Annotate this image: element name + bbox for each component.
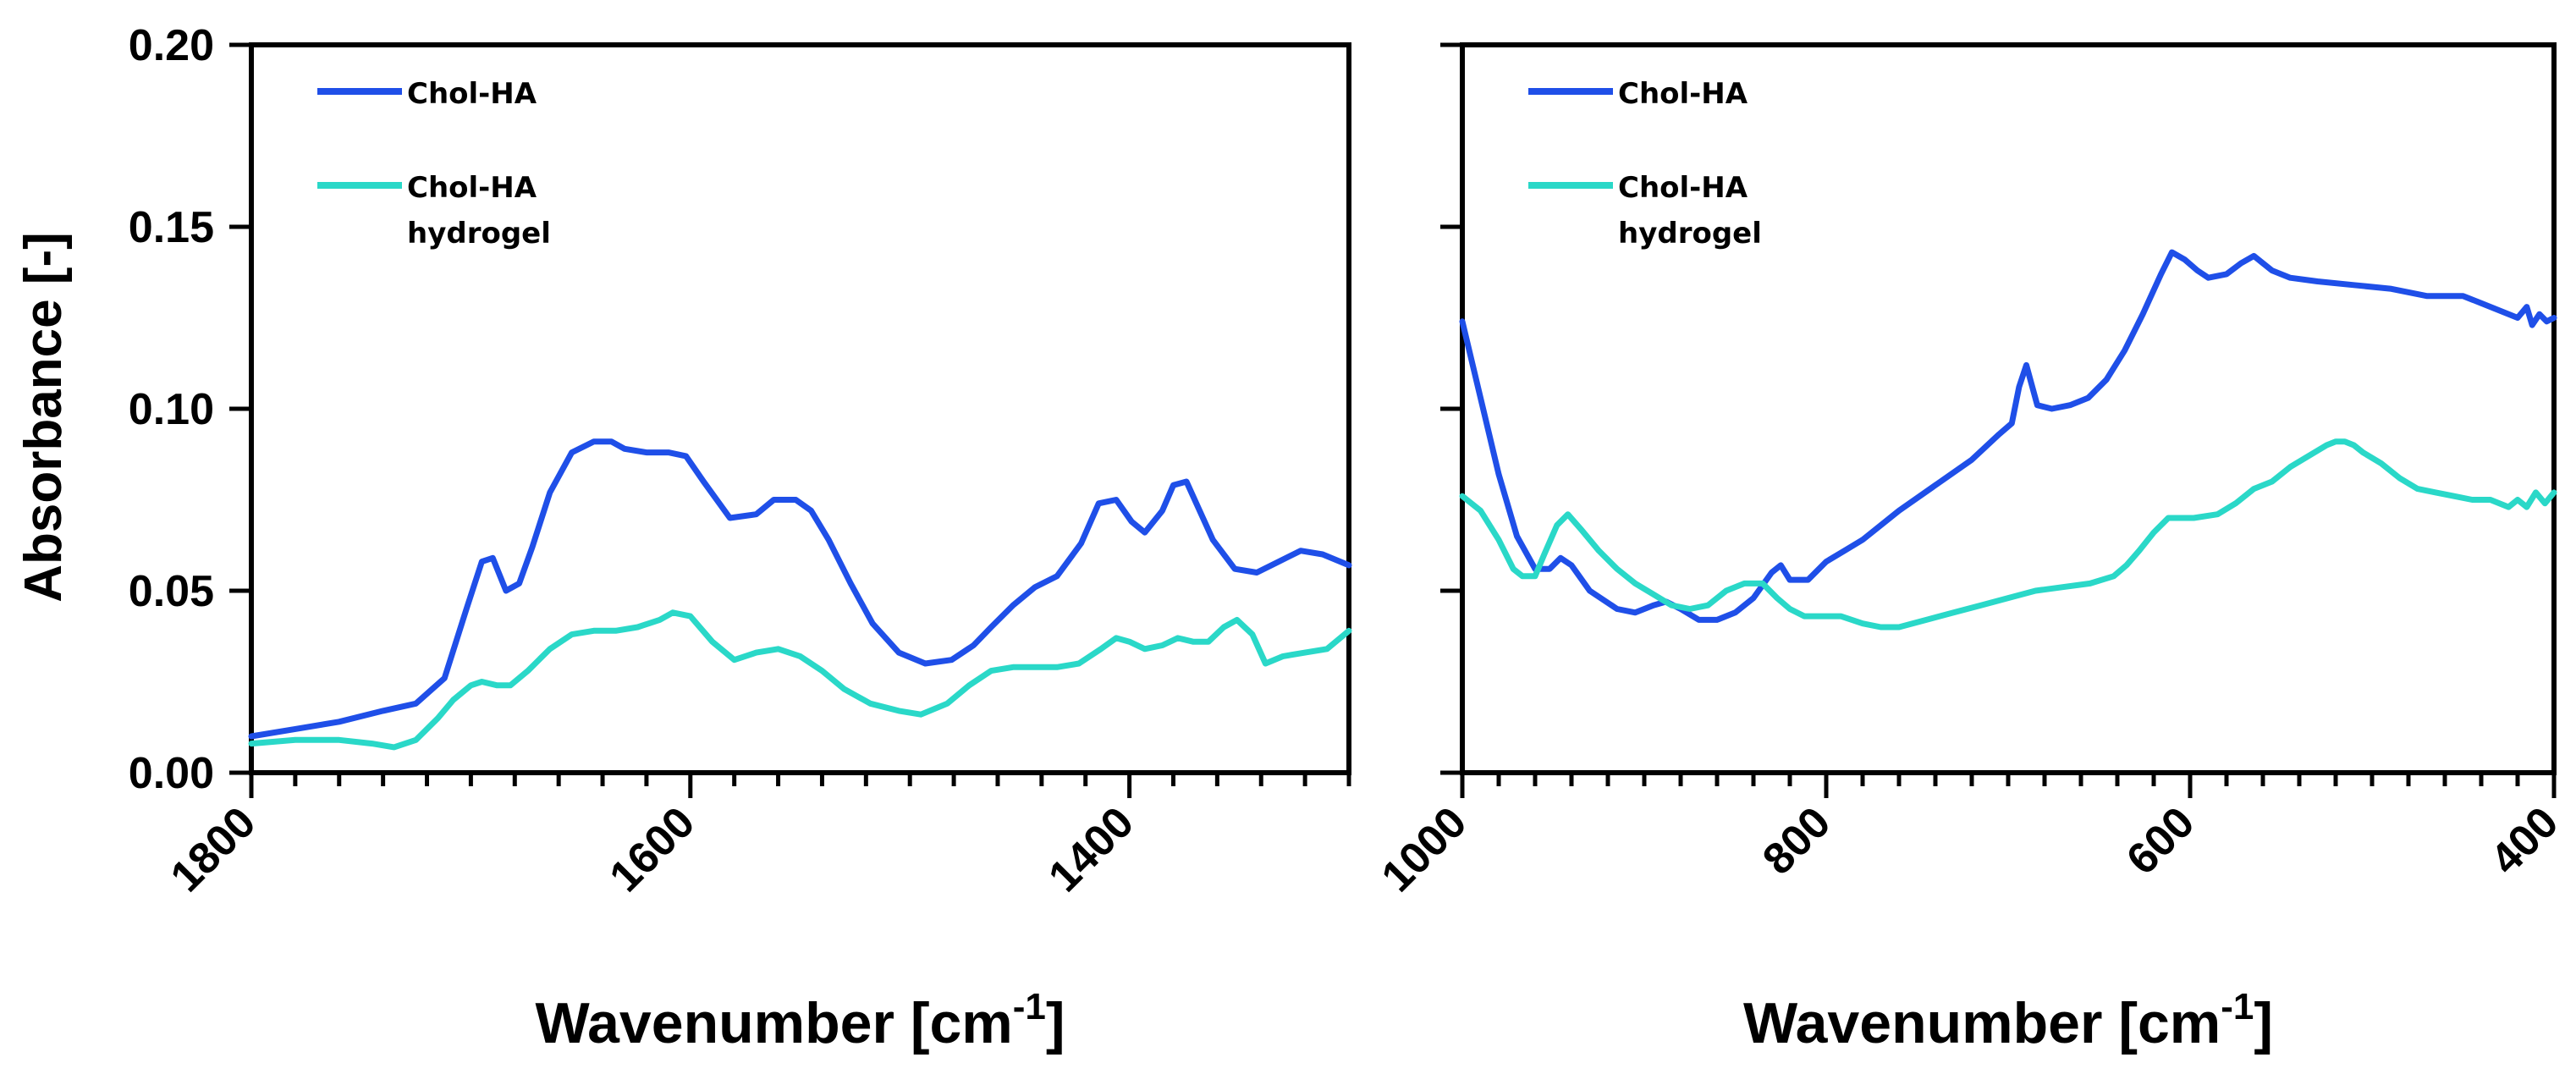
left-y-tick-label: 0.05: [129, 567, 214, 616]
left-x-axis-title: Wavenumber [cm-1]: [535, 986, 1065, 1055]
left-legend-label: Chol-HA: [407, 171, 537, 205]
left-y-tick-label: 0.15: [129, 203, 214, 252]
left-y-tick-label: 0.10: [129, 385, 214, 434]
x-axis-title-end: ]: [1046, 991, 1065, 1055]
right-legend-label: hydrogel: [1618, 217, 1762, 251]
right-legend-label: Chol-HA: [1618, 171, 1748, 205]
x-axis-title-end: ]: [2254, 991, 2273, 1055]
x-axis-title-superscript: -1: [2221, 986, 2254, 1027]
right-series-chol-ha-line: [1459, 249, 2557, 623]
left-y-tick-label: 0.00: [129, 749, 214, 798]
left-y-axis-title: Absorbance [-]: [14, 232, 73, 602]
left-legend-label: hydrogel: [407, 217, 551, 251]
left-panel: 1800 1600 14000.000.050.100.150.20Absorban…: [14, 21, 1352, 1055]
left-y-tick-label: 0.20: [129, 21, 214, 70]
x-axis-title-superscript: -1: [1013, 986, 1046, 1027]
x-axis-title-main: Wavenumber [cm: [1743, 991, 2221, 1055]
left-series-chol-ha-line: [248, 438, 1352, 740]
right-legend-label: Chol-HA: [1618, 77, 1748, 111]
left-series-chol-ha-hydrogel-line: [248, 609, 1352, 751]
right-x-axis-title: Wavenumber [cm-1]: [1743, 986, 2273, 1055]
right-series-chol-ha-hydrogel-line: [1459, 438, 2557, 631]
x-axis-title-main: Wavenumber [cm: [535, 991, 1012, 1055]
left-legend-label: Chol-HA: [407, 77, 537, 111]
